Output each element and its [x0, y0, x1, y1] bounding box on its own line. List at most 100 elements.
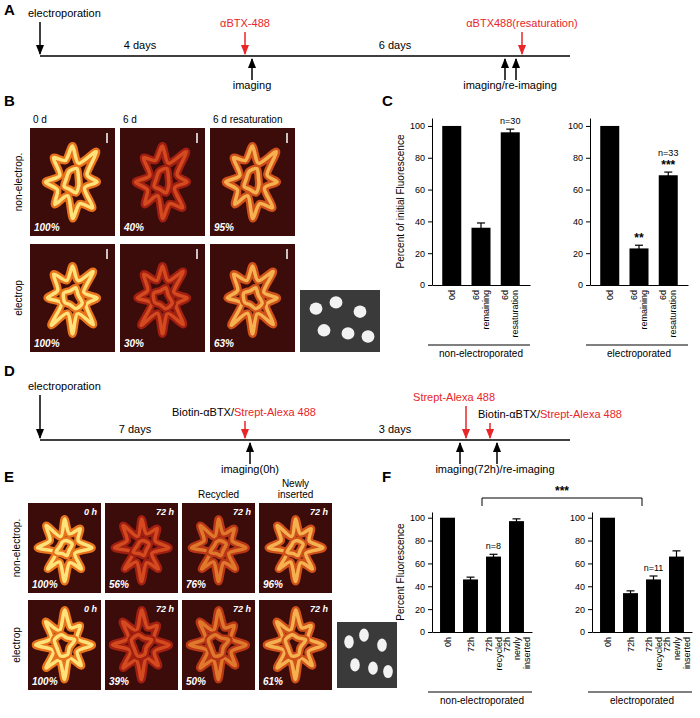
micrograph	[105, 600, 178, 690]
tick-label: 0	[420, 280, 425, 290]
y-axis: 020406080100	[568, 119, 591, 291]
tick-label: 0	[420, 627, 425, 637]
row-label: electrop	[11, 627, 22, 663]
bar	[442, 126, 461, 285]
error-bar	[512, 519, 520, 524]
synapse-outline	[244, 168, 259, 193]
event-text: Strept-Alexa 488	[540, 408, 622, 420]
tick-label: 100	[410, 121, 425, 131]
image-background	[120, 128, 205, 236]
image-background	[259, 600, 332, 690]
imaging-label: imaging(0h)	[221, 463, 279, 475]
micrograph	[28, 600, 101, 690]
arrow	[504, 59, 506, 80]
nucleus	[368, 662, 378, 675]
error-line	[493, 554, 494, 559]
nucleus	[354, 306, 367, 318]
y-tick: 60	[575, 559, 592, 569]
tick-mark	[588, 563, 592, 564]
scale-bar	[106, 249, 108, 259]
tick-mark	[428, 158, 432, 159]
tick-label: 40	[573, 217, 583, 227]
arrow	[244, 421, 246, 438]
bar-chart: 0204060801000h72h72hrecycled72hnewlyinse…	[570, 513, 693, 707]
tick-label: 100	[410, 513, 425, 523]
tick-label-line: 0h	[603, 637, 613, 647]
synapse-core	[136, 146, 187, 219]
synapse-core	[226, 146, 277, 219]
interval-label: 7 days	[119, 423, 152, 435]
x-tick: 72h	[626, 632, 636, 652]
synapse-core	[56, 541, 72, 556]
error-cap	[467, 577, 475, 578]
arrow	[515, 59, 517, 80]
time-label: 72 h	[233, 604, 252, 614]
micrograph	[120, 128, 205, 236]
error-cap	[627, 590, 635, 591]
synapse-core	[267, 610, 323, 679]
percent-label: 63%	[214, 338, 234, 349]
time-label: 72 h	[310, 604, 329, 614]
axis-line	[432, 513, 433, 633]
header-line: Newly	[282, 478, 309, 489]
image-background	[337, 622, 397, 688]
x-tick: 0d	[605, 285, 615, 300]
tick-label: 72h	[626, 637, 636, 652]
nucleus	[377, 639, 387, 652]
error-bar	[635, 245, 643, 251]
event-text: Strept-Alexa 488	[413, 391, 495, 403]
x-tick: 72hnewlyinserted	[662, 632, 692, 669]
event-text: electroporation	[28, 380, 101, 392]
synapse-core	[192, 519, 246, 581]
time-label: 72 h	[233, 507, 252, 517]
synapse-core	[269, 519, 323, 581]
tick-label: 40	[415, 217, 425, 227]
bar-chart: 0204060801000h72h72hrecycled72hnewlyinse…	[395, 513, 533, 707]
x-tick: 0h	[603, 632, 613, 647]
scale-bar	[286, 249, 288, 259]
micrograph	[259, 503, 332, 593]
tick-mark	[428, 563, 432, 564]
arrow	[496, 443, 498, 464]
event-label: Biotin-αBTX/Strept-Alexa 488	[478, 408, 622, 420]
synapse-outline	[63, 288, 82, 309]
synapse-outline	[227, 266, 277, 334]
tick-label: 0d	[605, 290, 615, 300]
interval-label: 4 days	[124, 39, 157, 51]
bar	[471, 228, 490, 285]
percent-label: 50%	[186, 676, 206, 687]
time-label: 72 h	[310, 507, 329, 517]
percent-label: 100%	[32, 676, 58, 687]
synapse-outline	[131, 635, 151, 657]
bar	[486, 557, 501, 632]
synapse-core	[46, 146, 97, 219]
tick-label: 0h	[603, 637, 613, 647]
bar	[623, 593, 638, 632]
image-background	[30, 128, 115, 236]
synapse-core	[153, 288, 172, 309]
comparison-bracket: ***	[482, 484, 642, 506]
synapse-core	[113, 610, 169, 679]
interval-label: 3 days	[379, 423, 412, 435]
tick-label: 100	[570, 513, 585, 523]
tick-mark	[428, 632, 432, 633]
header-line: Recycled	[198, 489, 239, 500]
x-axis: 0h72h72hrecycled72hnewlyinserted	[593, 632, 693, 671]
tick-label: 0	[580, 627, 585, 637]
error-cap	[506, 129, 514, 130]
synapse-core	[137, 266, 187, 334]
tick-mark	[586, 126, 590, 127]
group-label: electroporated	[610, 695, 674, 706]
synapse-core	[133, 541, 149, 556]
n-label: n=11	[644, 563, 664, 573]
tick-label: 40	[415, 582, 425, 592]
tick-label-line: 6d	[471, 290, 481, 300]
column-header: Newlyinserted	[278, 478, 314, 500]
micrograph	[30, 244, 115, 352]
image-background	[105, 503, 178, 593]
timeline: electroporation Biotin-αBTX/Strept-Alexa …	[28, 380, 622, 475]
group-label: non-electroporated	[440, 695, 524, 706]
n-label: n=8	[486, 541, 501, 551]
bar-chart: 0204060801000d6dremaining6dresaturation*…	[568, 119, 689, 360]
panel-label: F	[382, 468, 391, 485]
